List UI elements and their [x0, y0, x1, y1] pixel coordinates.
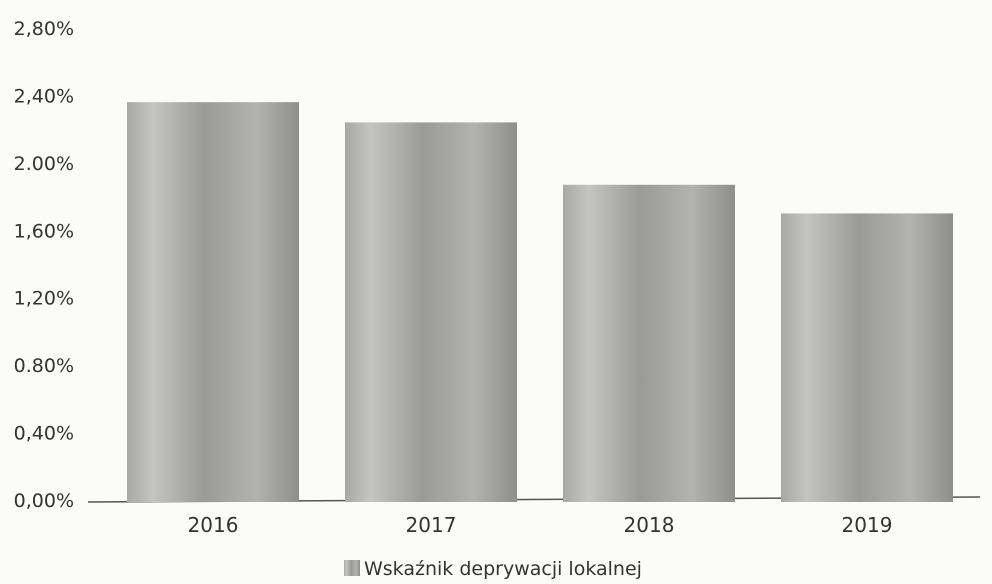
y-tick-label: 1,20% — [14, 288, 74, 310]
bar-2016 — [127, 102, 299, 503]
x-axis-labels: 2016 2017 2018 2019 — [188, 513, 893, 537]
x-tick-label: 2016 — [188, 513, 239, 537]
bar-2018 — [563, 184, 735, 502]
x-tick-label: 2017 — [406, 513, 457, 537]
x-tick-label: 2019 — [842, 513, 893, 537]
y-tick-label: 0,00% — [14, 490, 74, 512]
legend-swatch — [344, 560, 360, 576]
bars-group — [127, 102, 953, 503]
y-axis: 0,00% 0,40% 0.80% 1,20% 1,60% 2.00% 2,40% 2,80% — [14, 18, 74, 512]
y-tick-label: 1,60% — [14, 220, 74, 242]
y-tick-label: 2.00% — [14, 153, 74, 175]
y-tick-label: 2,40% — [14, 85, 74, 107]
y-tick-label: 0,40% — [14, 423, 74, 445]
x-tick-label: 2018 — [624, 513, 675, 537]
bar-2017 — [345, 122, 517, 503]
legend-label: Wskaźnik deprywacji lokalnej — [364, 558, 642, 580]
y-tick-label: 2,80% — [14, 18, 74, 40]
legend: Wskaźnik deprywacji lokalnej — [344, 558, 642, 580]
y-tick-label: 0.80% — [14, 355, 74, 377]
bar-2019 — [781, 213, 953, 502]
